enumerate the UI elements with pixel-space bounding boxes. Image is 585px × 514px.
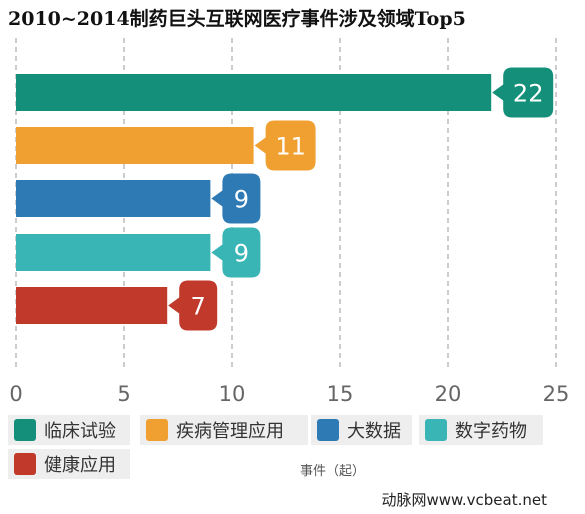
- data-label: 7: [191, 293, 206, 321]
- legend-item: 大数据: [311, 415, 412, 445]
- x-tick-label: 15: [327, 382, 354, 406]
- data-label-callout: [168, 280, 218, 331]
- x-tick-label: 10: [219, 382, 246, 406]
- legend-swatch: [14, 419, 36, 441]
- bar: [16, 74, 492, 111]
- legend-item: 疾病管理应用: [140, 415, 308, 445]
- data-label: 9: [234, 240, 249, 268]
- x-axis-label: 事件（起）: [300, 464, 366, 479]
- x-tick-label: 0: [9, 382, 22, 406]
- legend-item: 健康应用: [8, 449, 130, 479]
- legend-swatch: [317, 419, 339, 441]
- data-label: 9: [234, 186, 249, 214]
- chart-title: 2010~2014制药巨头互联网医疗事件涉及领域Top5: [8, 8, 466, 30]
- bar: [16, 180, 211, 217]
- watermark: 动脉网www.vcbeat.net: [381, 491, 547, 509]
- legend-label: 数字药物: [455, 421, 527, 442]
- data-label-callout: [211, 173, 261, 224]
- legend-swatch: [14, 453, 36, 475]
- legend-swatch: [146, 419, 168, 441]
- bar: [16, 287, 168, 324]
- legend-label: 疾病管理应用: [176, 421, 284, 442]
- data-label: 11: [275, 133, 306, 161]
- legend-label: 健康应用: [44, 455, 116, 476]
- bar: [16, 127, 254, 164]
- data-label-callout: [492, 67, 554, 118]
- data-label: 22: [513, 80, 544, 108]
- legend-item: 临床试验: [8, 415, 130, 445]
- legend-label: 大数据: [347, 421, 401, 442]
- x-tick-label: 5: [117, 382, 130, 406]
- legend-item: 数字药物: [419, 415, 543, 445]
- data-label-callout: [211, 227, 261, 278]
- x-tick-label: 20: [435, 382, 462, 406]
- x-tick-label: 25: [543, 382, 570, 406]
- legend-swatch: [425, 419, 447, 441]
- data-label-callout: [254, 120, 316, 171]
- legend-label: 临床试验: [44, 421, 116, 442]
- bar: [16, 234, 211, 271]
